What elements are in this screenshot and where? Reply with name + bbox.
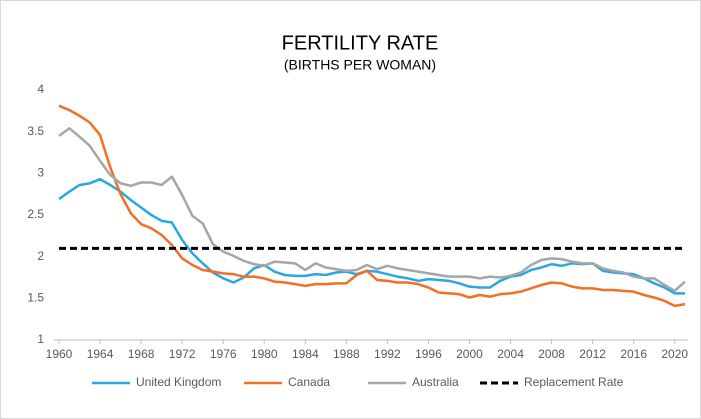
x-tick-label: 1984 xyxy=(292,347,319,361)
x-tick-label: 2016 xyxy=(620,347,647,361)
y-tick-label: 4 xyxy=(37,82,44,96)
x-tick-label: 2012 xyxy=(579,347,606,361)
x-tick-label: 2008 xyxy=(538,347,565,361)
x-tick-label: 1976 xyxy=(210,347,237,361)
chart-title: FERTILITY RATE xyxy=(282,32,439,54)
legend-label: United Kingdom xyxy=(136,375,221,389)
x-tick-label: 1964 xyxy=(87,347,114,361)
series-line xyxy=(58,104,686,308)
y-tick-label: 3.5 xyxy=(27,124,44,138)
y-tick-label: 1 xyxy=(37,332,44,346)
legend-label: Australia xyxy=(412,375,459,389)
legend-label: Canada xyxy=(288,375,330,389)
x-tick-label: 1992 xyxy=(374,347,401,361)
y-tick-label: 3 xyxy=(37,166,44,180)
legend-label: Replacement Rate xyxy=(524,375,624,389)
x-tick-label: 1968 xyxy=(128,347,155,361)
x-tick-label: 1980 xyxy=(251,347,278,361)
y-tick-label: 1.5 xyxy=(27,291,44,305)
chart-subtitle: (BIRTHS PER WOMAN) xyxy=(284,57,436,73)
x-tick-label: 1972 xyxy=(169,347,196,361)
x-tick-label: 1960 xyxy=(46,347,73,361)
x-tick-label: 2004 xyxy=(497,347,524,361)
y-tick-label: 2 xyxy=(37,249,44,263)
x-tick-label: 1996 xyxy=(415,347,442,361)
x-tick-label: 1988 xyxy=(333,347,360,361)
x-tick-label: 2020 xyxy=(661,347,688,361)
x-tick-label: 2000 xyxy=(456,347,483,361)
series-line xyxy=(58,127,686,293)
y-tick-label: 2.5 xyxy=(27,207,44,221)
